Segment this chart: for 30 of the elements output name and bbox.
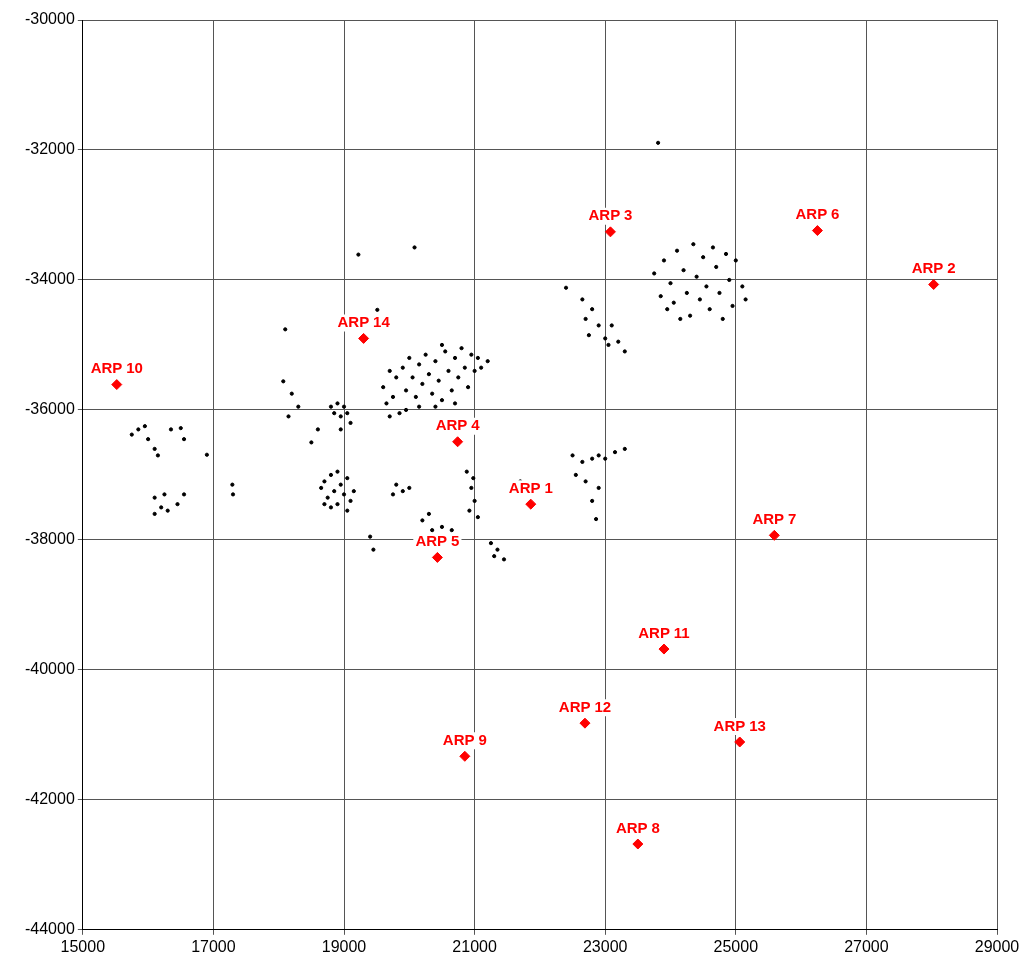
annotation: ARP 10	[90, 359, 143, 377]
annotation: ARP 6	[795, 205, 840, 223]
y-tick-label: -38000	[24, 530, 75, 548]
x-tick-label: 21000	[452, 937, 497, 955]
annotation: ARP 13	[713, 716, 766, 734]
x-tick-label: 29000	[974, 937, 1020, 955]
annotation: ARP 12	[558, 697, 612, 715]
x-tick-label: 25000	[713, 937, 759, 955]
x-tick-label: 23000	[582, 937, 628, 955]
x-tick-label: 19000	[321, 937, 367, 955]
annotation: ARP 5	[415, 532, 460, 550]
annotation: ARP 4	[435, 416, 481, 434]
annotation: ARP 8	[615, 818, 660, 836]
annotation: ARP 9	[442, 730, 487, 748]
annotation: ARP 1	[508, 478, 553, 496]
y-tick-label: -34000	[24, 270, 75, 288]
annotation: ARP 2	[911, 259, 956, 277]
y-tick-label: -32000	[24, 140, 75, 158]
y-tick-label: -42000	[24, 790, 75, 808]
y-tick-label: -40000	[24, 660, 75, 678]
annotation: ARP 7	[752, 509, 797, 527]
x-tick-label: 15000	[60, 937, 106, 955]
annotation: ARP 14	[337, 313, 391, 331]
annotation: ARP 3	[588, 206, 633, 224]
x-tick-label: 17000	[191, 937, 236, 955]
x-tick-label: 27000	[844, 937, 889, 955]
annotation: ARP 11	[638, 623, 690, 641]
y-tick-label: -30000	[24, 10, 75, 28]
y-tick-label: -36000	[24, 400, 75, 418]
y-tick-label: -44000	[24, 920, 75, 938]
